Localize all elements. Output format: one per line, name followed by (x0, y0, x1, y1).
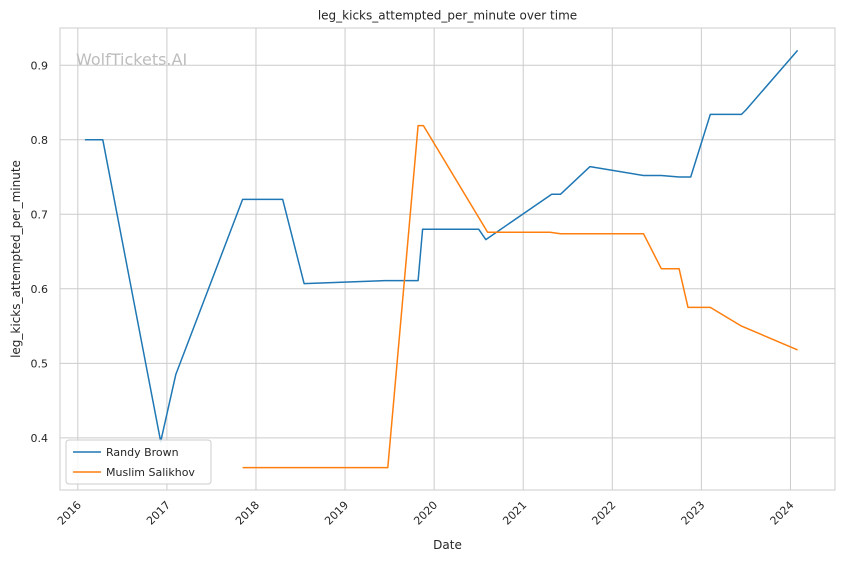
chart-title: leg_kicks_attempted_per_minute over time (318, 9, 577, 23)
legend-label-muslim-salikhov: Muslim Salikhov (106, 466, 195, 479)
watermark: WolfTickets.AI (76, 50, 187, 69)
y-tick-label-0.8: 0.8 (31, 134, 49, 147)
y-tick-label-0.5: 0.5 (31, 357, 49, 370)
legend-label-randy-brown: Randy Brown (106, 446, 179, 459)
plot-frame (59, 27, 836, 491)
y-tick-label-0.6: 0.6 (31, 283, 49, 296)
y-tick-label-0.4: 0.4 (31, 432, 49, 445)
legend-frame (65, 439, 212, 485)
series-group (84, 49, 799, 469)
y-tick-label-0.9: 0.9 (31, 59, 49, 72)
y-axis-ticks: 0.4 0.5 0.6 0.7 0.8 0.9 (31, 59, 49, 445)
legend: Randy Brown Muslim Salikhov (65, 439, 212, 485)
y-tick-label-0.7: 0.7 (31, 208, 49, 221)
grid (60, 28, 835, 490)
y-axis-label: leg_kicks_attempted_per_minute (9, 160, 23, 358)
series-line-randy-brown (84, 49, 799, 443)
series-line-muslim-salikhov (242, 124, 798, 469)
x-axis-label: Date (433, 538, 462, 552)
